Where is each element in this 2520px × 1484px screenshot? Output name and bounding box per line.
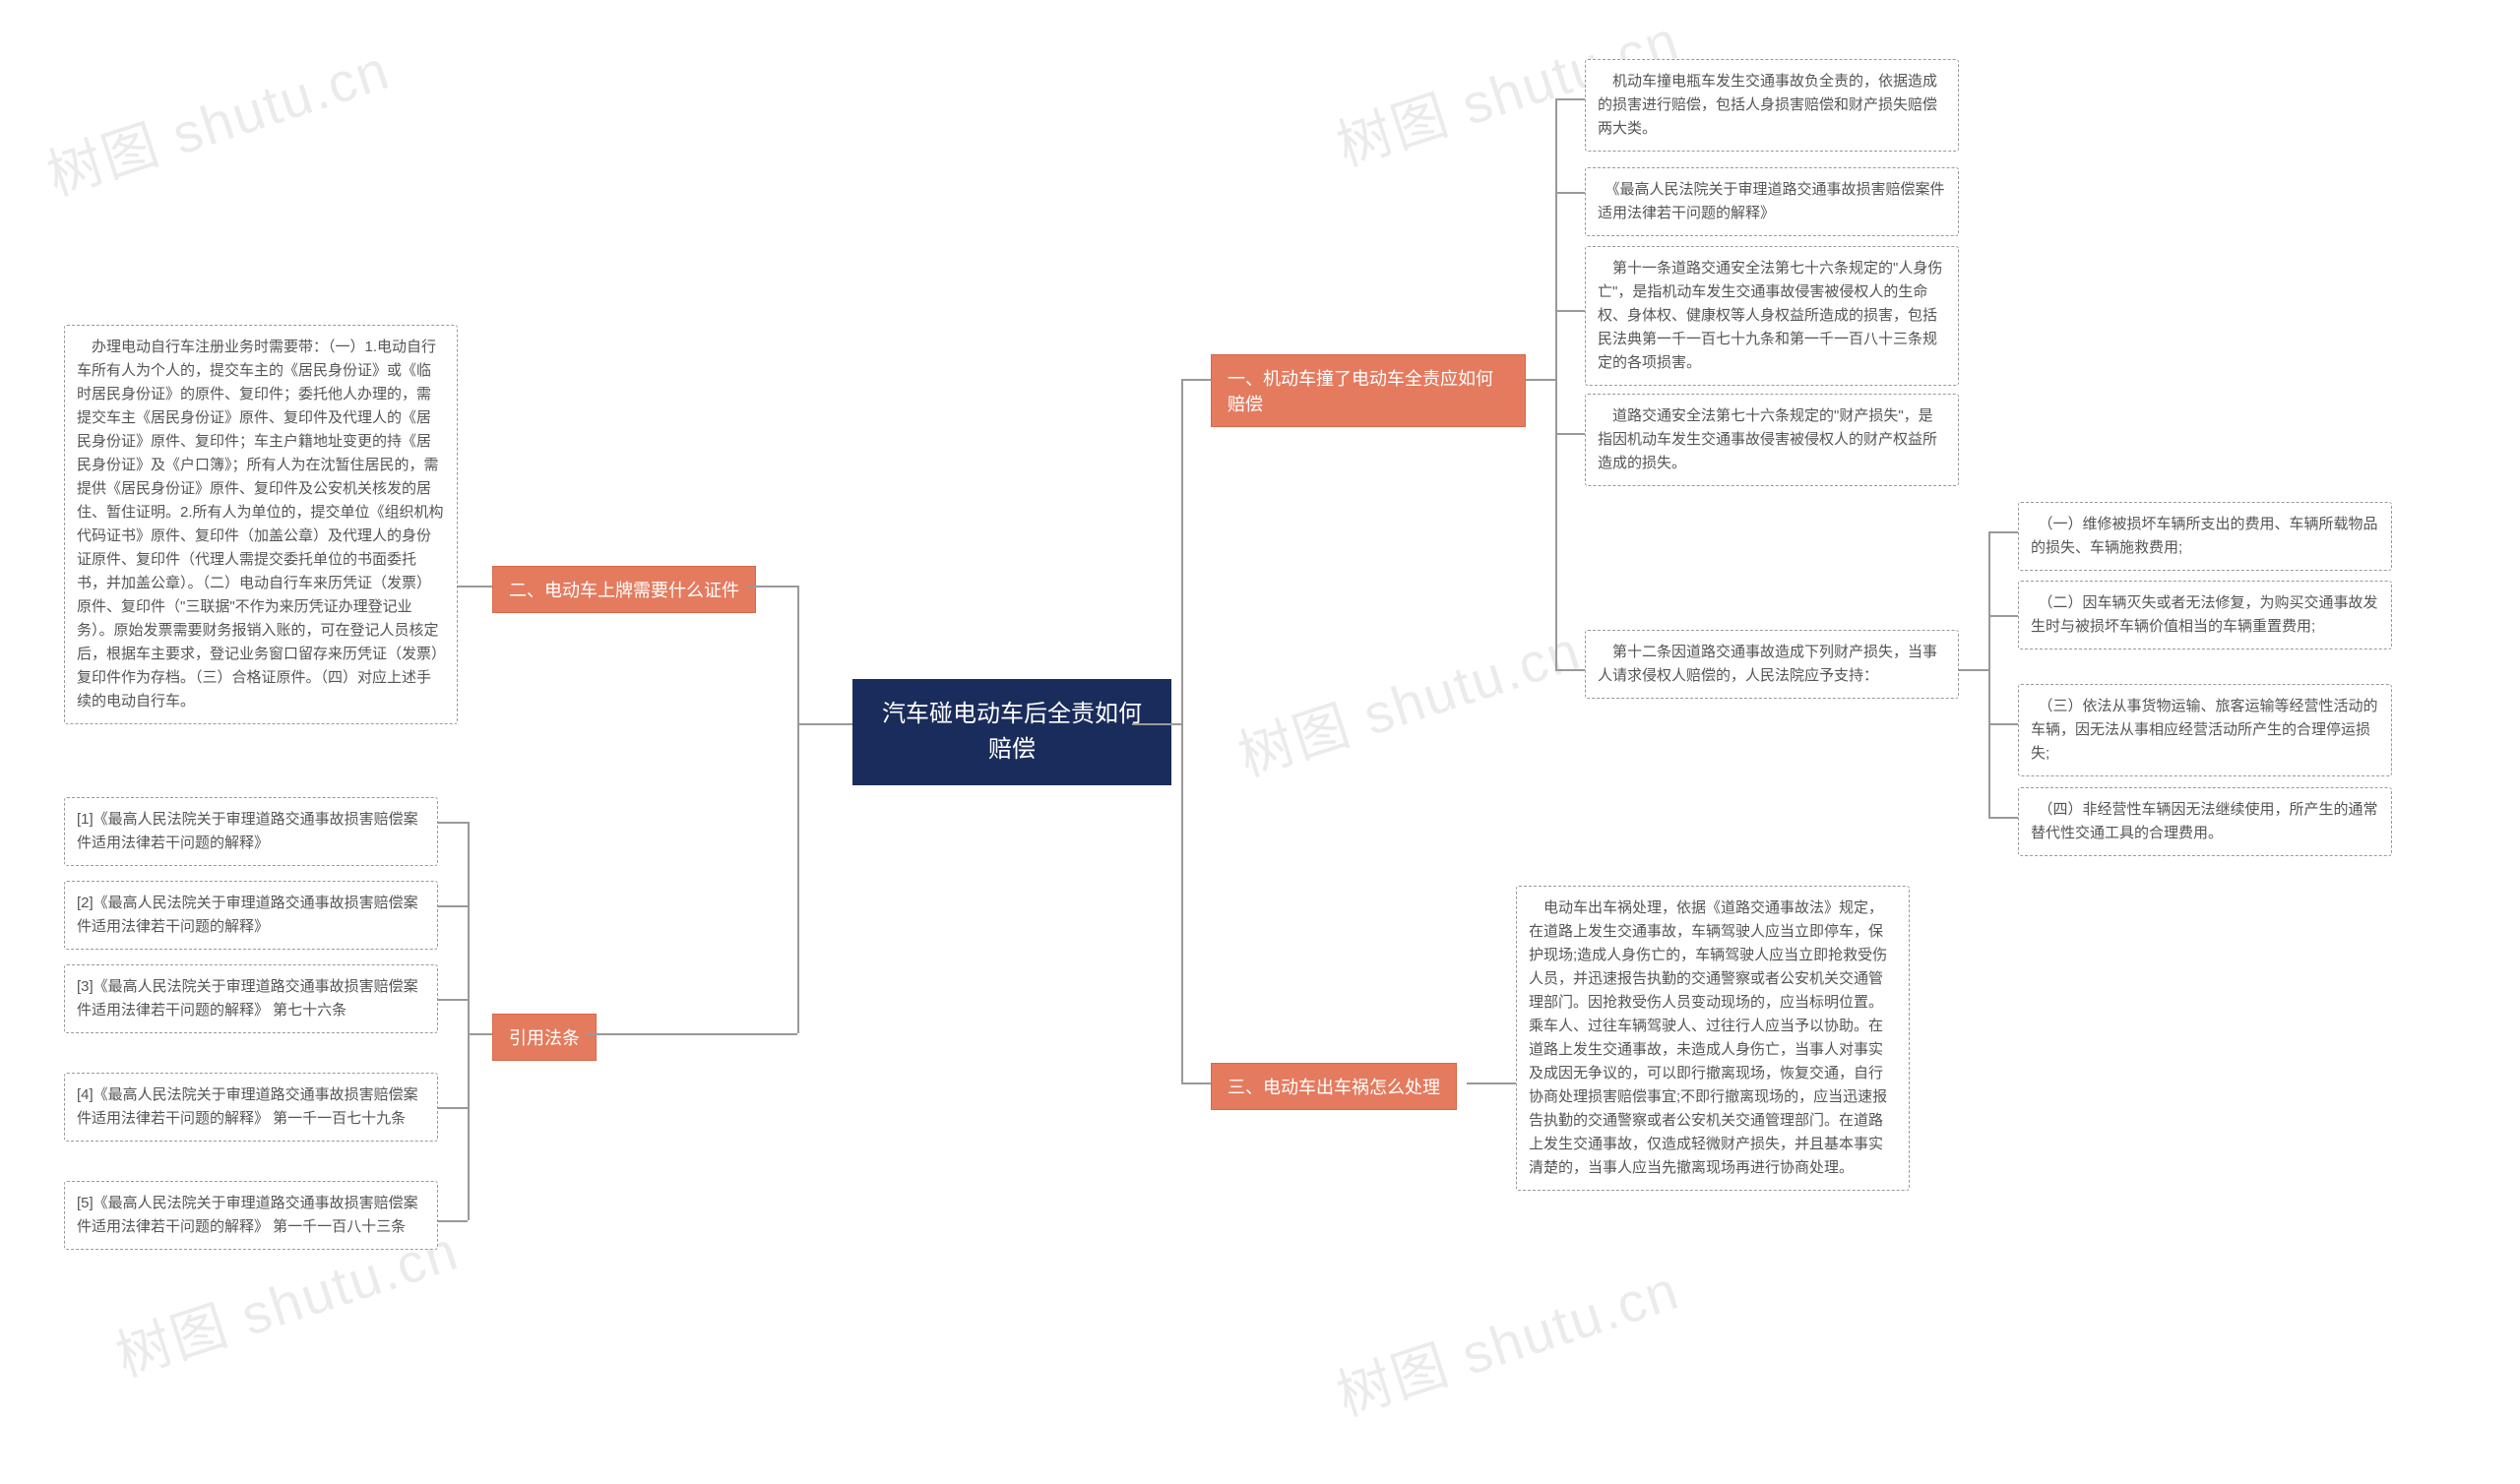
connector: [1555, 98, 1585, 100]
connector: [1555, 192, 1585, 194]
leaf-node: 电动车出车祸处理，依据《道路交通事故法》规定，在道路上发生交通事故，车辆驾驶人应…: [1516, 886, 1910, 1191]
connector: [1959, 669, 1988, 671]
branch-accident-handling[interactable]: 三、电动车出车祸怎么处理: [1211, 1063, 1457, 1110]
leaf-node: 道路交通安全法第七十六条规定的"财产损失"，是指因机动车发生交通事故侵害被侵权人…: [1585, 394, 1959, 486]
leaf-node: [5]《最高人民法院关于审理道路交通事故损害赔偿案件适用法律若干问题的解释》 第…: [64, 1181, 438, 1250]
watermark: 树图 shutu.cn: [35, 26, 399, 212]
leaf-node: （一）维修被损坏车辆所支出的费用、车辆所载物品的损失、车辆施救费用;: [2018, 502, 2392, 571]
leaf-node: （二）因车辆灭失或者无法修复，为购买交通事故发生时与被损坏车辆价值相当的车辆重置…: [2018, 581, 2392, 649]
root-node[interactable]: 汽车碰电动车后全责如何 赔偿: [852, 679, 1171, 785]
connector: [1467, 1082, 1516, 1084]
leaf-node: 《最高人民法院关于审理道路交通事故损害赔偿案件适用法律若干问题的解释》: [1585, 167, 1959, 236]
connector: [458, 586, 492, 587]
branch-legal-references[interactable]: 引用法条: [492, 1014, 597, 1061]
leaf-node: （三）依法从事货物运输、旅客运输等经营性活动的车辆，因无法从事相应经营活动所产生…: [2018, 684, 2392, 776]
connector: [797, 586, 799, 1033]
watermark: 树图 shutu.cn: [1227, 606, 1590, 792]
leaf-node: [1]《最高人民法院关于审理道路交通事故损害赔偿案件适用法律若干问题的解释》: [64, 797, 438, 866]
connector: [797, 723, 852, 725]
branch-compensation[interactable]: 一、机动车撞了电动车全责应如何 赔偿: [1211, 354, 1526, 427]
connector: [1988, 723, 2018, 725]
leaf-node: [2]《最高人民法院关于审理道路交通事故损害赔偿案件适用法律若干问题的解释》: [64, 881, 438, 950]
leaf-node: 第十二条因道路交通事故造成下列财产损失，当事人请求侵权人赔偿的，人民法院应予支持…: [1585, 630, 1959, 699]
connector: [1555, 433, 1585, 435]
connector: [1181, 379, 1183, 1082]
connector: [748, 586, 797, 587]
connector: [1988, 531, 2018, 533]
leaf-node: [3]《最高人民法院关于审理道路交通事故损害赔偿案件适用法律若干问题的解释》 第…: [64, 964, 438, 1033]
connector: [586, 1033, 797, 1035]
connector: [1555, 98, 1557, 669]
connector: [1526, 379, 1555, 381]
leaf-node: （四）非经营性车辆因无法继续使用，所产生的通常替代性交通工具的合理费用。: [2018, 787, 2392, 856]
connector: [1988, 615, 2018, 617]
connector: [1181, 1082, 1211, 1084]
watermark: 树图 shutu.cn: [1325, 1246, 1688, 1432]
connector: [468, 1033, 492, 1035]
leaf-node: 第十一条道路交通安全法第七十六条规定的"人身伤亡"，是指机动车发生交通事故侵害被…: [1585, 246, 1959, 386]
connector: [1555, 669, 1585, 671]
connector: [438, 905, 468, 907]
leaf-node: 机动车撞电瓶车发生交通事故负全责的，依据造成的损害进行赔偿，包括人身损害赔偿和财…: [1585, 59, 1959, 152]
connector: [438, 1107, 468, 1109]
connector: [1988, 531, 1990, 817]
connector: [1555, 310, 1585, 312]
connector: [1988, 817, 2018, 819]
connector: [1181, 379, 1211, 381]
connector: [438, 1220, 468, 1222]
connector: [438, 999, 468, 1001]
connector: [468, 822, 470, 1220]
leaf-node: [4]《最高人民法院关于审理道路交通事故损害赔偿案件适用法律若干问题的解释》 第…: [64, 1073, 438, 1142]
leaf-node: 办理电动自行车注册业务时需要带：（一）1.电动自行车所有人为个人的，提交车主的《…: [64, 325, 458, 724]
connector: [438, 822, 468, 824]
branch-license[interactable]: 二、电动车上牌需要什么证件: [492, 566, 756, 613]
connector: [1132, 723, 1181, 725]
